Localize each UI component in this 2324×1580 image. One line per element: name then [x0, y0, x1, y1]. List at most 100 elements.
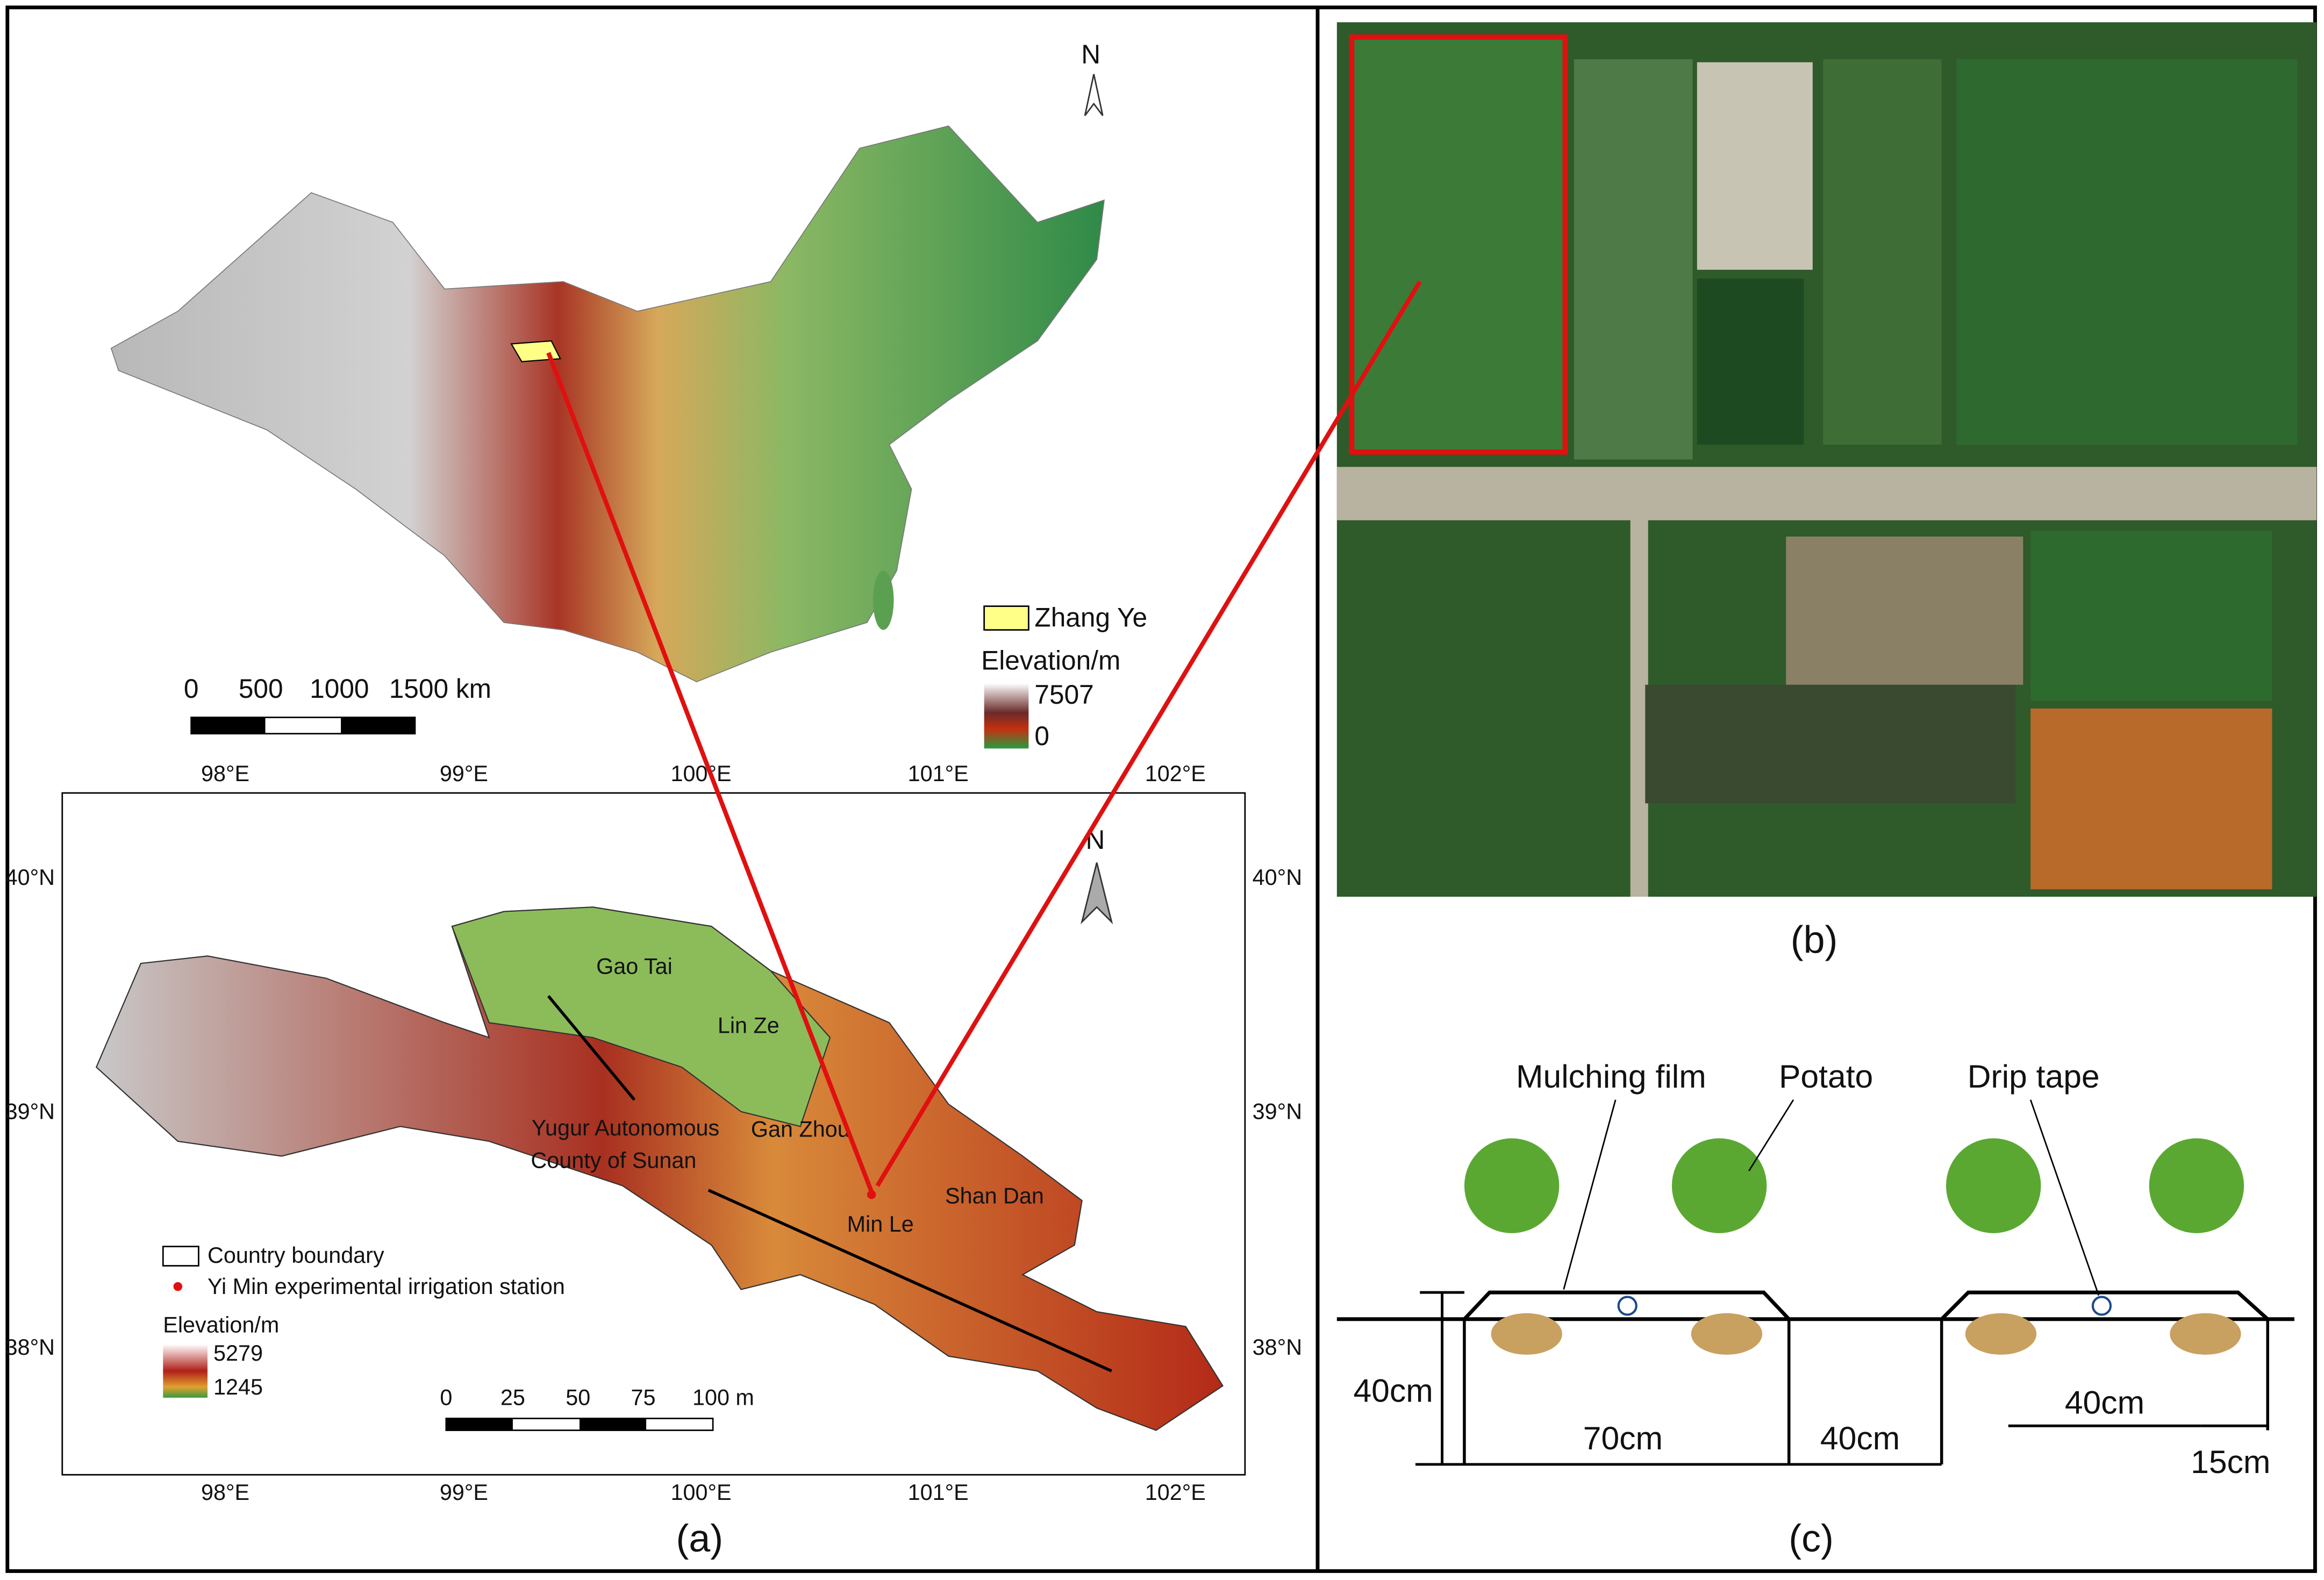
highlight-box — [1349, 34, 1568, 455]
link-arrow — [546, 352, 874, 1193]
dimension-label: 70cm — [1583, 1420, 1663, 1456]
leader-line — [1563, 1099, 1617, 1290]
scale-label: 500 — [239, 674, 283, 704]
dimension-label: 15cm — [2191, 1443, 2270, 1480]
lon-label: 102°E — [1145, 1480, 1206, 1505]
plant-leaves — [2149, 1138, 2244, 1233]
diagram-label: Potato — [1779, 1058, 1873, 1095]
lat-label: 40°N — [1253, 865, 1302, 890]
legend-label: Country boundary — [208, 1243, 384, 1268]
scale-label: 75 — [631, 1385, 656, 1410]
leader-line — [1748, 1099, 1794, 1171]
legend-swatch — [983, 605, 1029, 631]
plant-leaves — [1464, 1138, 1560, 1233]
scale-label: 100 m — [692, 1385, 754, 1410]
lon-label: 98°E — [201, 1480, 249, 1505]
road — [1336, 467, 2317, 520]
region-label: Shan Dan — [945, 1184, 1044, 1209]
legend-value: 0 — [1034, 721, 1049, 751]
lat-label: 39°N — [1253, 1099, 1302, 1124]
leader-line — [2029, 1099, 2100, 1296]
lon-label: 102°E — [1145, 761, 1206, 786]
lat-label: 38°N — [1253, 1335, 1302, 1360]
panel-label: (a) — [676, 1517, 724, 1560]
lon-label: 101°E — [908, 761, 969, 786]
legend-swatch — [173, 1282, 183, 1291]
field — [1956, 59, 2298, 445]
diagram-label: Drip tape — [1968, 1058, 2100, 1095]
panel-label: (c) — [1789, 1517, 1834, 1560]
scale-label: 1000 — [310, 674, 369, 704]
region-label: Gao Tai — [596, 954, 673, 978]
field — [2030, 708, 2272, 890]
station-point — [867, 1190, 876, 1199]
dimension-label: 40cm — [1353, 1372, 1433, 1409]
scale-bar — [341, 717, 415, 734]
longitude-labels: 98°E 99°E 100°E 101°E 102°E 98°E 99°E 10… — [5, 761, 1302, 1505]
tuber — [1691, 1313, 1763, 1355]
lon-label: 99°E — [440, 1480, 488, 1505]
region-label: County of Sunan — [531, 1148, 696, 1173]
transect-arrow — [707, 1189, 1112, 1372]
north-arrow — [1081, 862, 1113, 925]
scale-bar — [191, 717, 266, 734]
legend-swatch — [162, 1246, 199, 1267]
legend-title: Elevation/m — [981, 646, 1120, 676]
plant-leaves — [1946, 1138, 2041, 1233]
elevation-ramp — [163, 1344, 208, 1398]
field — [2030, 531, 2272, 702]
oasis-region — [451, 906, 831, 1127]
field — [1823, 59, 1942, 445]
scale-label: 0 — [440, 1385, 452, 1410]
lon-label: 101°E — [908, 1480, 969, 1505]
taiwan — [873, 570, 894, 630]
legend-value: 5279 — [213, 1341, 263, 1365]
scale-label: 1500 km — [389, 674, 491, 704]
field — [1697, 278, 1804, 445]
region-label: Lin Ze — [718, 1013, 780, 1038]
legend-label: Yi Min experimental irrigation station — [208, 1274, 565, 1299]
lon-label: 100°E — [671, 761, 732, 786]
lat-label: 38°N — [5, 1335, 55, 1360]
field — [1697, 62, 1813, 270]
panel-label: (b) — [1791, 918, 1838, 961]
scale-bar — [579, 1418, 647, 1431]
link-arrow — [875, 280, 1422, 1187]
north-label: N — [1081, 39, 1100, 69]
field — [1574, 59, 1693, 460]
dimension-lines — [1415, 1291, 2268, 1466]
field — [1786, 537, 2023, 685]
scale-label: 0 — [184, 674, 199, 704]
drip-tape — [1617, 1296, 1637, 1316]
plants — [1464, 1138, 2244, 1355]
lon-label: 98°E — [201, 761, 249, 786]
scale-bar — [446, 1418, 513, 1431]
legend-value: 1245 — [213, 1375, 263, 1399]
china-map — [110, 125, 1105, 683]
legend-value: 7507 — [1034, 680, 1093, 710]
scale-label: 25 — [500, 1385, 525, 1410]
plant-leaves — [1671, 1138, 1767, 1233]
field — [1645, 684, 2016, 804]
north-arrow — [1084, 74, 1104, 116]
region-label: Gan Zhou — [751, 1117, 850, 1142]
dimension-label: 40cm — [1820, 1420, 1900, 1456]
region-label: Yugur Autonomous — [532, 1116, 719, 1140]
dimension-label: 40cm — [2065, 1384, 2144, 1421]
lon-label: 99°E — [440, 761, 488, 786]
region-label: Min Le — [847, 1212, 914, 1236]
diagram-label: Mulching film — [1516, 1058, 1706, 1095]
drip-tape — [2091, 1296, 2112, 1316]
legend-title: Elevation/m — [163, 1312, 279, 1337]
transect-arrow — [547, 995, 636, 1101]
tuber — [1491, 1313, 1562, 1355]
map-frame — [61, 792, 1246, 1476]
ridge — [1463, 1290, 2269, 1321]
elevation-ramp — [984, 683, 1029, 749]
scale-label: 50 — [566, 1385, 590, 1410]
lat-label: 40°N — [5, 865, 55, 890]
north-label: N — [1086, 825, 1105, 855]
